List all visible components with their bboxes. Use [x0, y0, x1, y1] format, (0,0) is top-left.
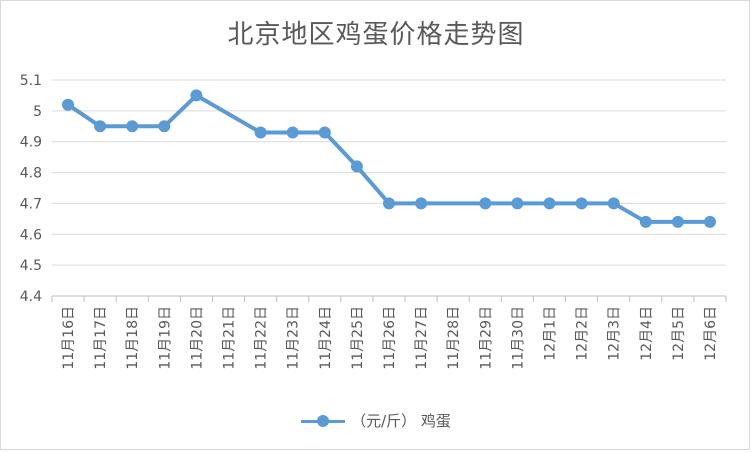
- data-point: [511, 197, 524, 210]
- x-tick-label: 11月21日: [222, 306, 238, 370]
- legend-marker-icon: [301, 414, 346, 427]
- data-point: [415, 197, 428, 210]
- data-point: [254, 126, 267, 139]
- x-tick-label: 11月19日: [157, 306, 173, 370]
- series-line-layer: [62, 89, 716, 228]
- x-tick-label: 11月22日: [254, 306, 270, 370]
- y-tick-label: 4.7: [20, 196, 42, 212]
- y-tick-label: 4.9: [20, 135, 42, 151]
- x-tick-label: 12月5日: [671, 306, 687, 361]
- x-tick-label: 11月20日: [189, 306, 205, 370]
- chart-title: 北京地区鸡蛋价格走势图: [227, 20, 525, 50]
- data-point: [62, 98, 74, 111]
- gridlines: [52, 79, 726, 266]
- y-axis-tick-labels: 4.4 4.5 4.6 4.7 4.8 4.9 5 5.1: [20, 73, 42, 305]
- x-tick-label: 11月30日: [510, 306, 526, 370]
- data-point: [671, 215, 684, 228]
- x-tick-label: 11月25日: [350, 306, 366, 370]
- legend-label: （元/斤） 鸡蛋: [351, 412, 451, 430]
- data-point: [126, 120, 139, 133]
- data-point: [575, 197, 588, 210]
- x-tick-label: 11月26日: [382, 306, 398, 370]
- data-point: [607, 197, 620, 210]
- data-point: [704, 215, 716, 228]
- data-point: [639, 215, 652, 228]
- data-point: [286, 126, 299, 139]
- x-axis: [51, 295, 727, 302]
- data-point: [318, 126, 331, 139]
- y-tick-label: 5: [33, 104, 42, 120]
- y-tick-label: 5.1: [20, 73, 42, 89]
- legend: （元/斤） 鸡蛋: [0, 410, 752, 431]
- x-tick-label: 12月6日: [703, 306, 719, 361]
- data-point: [158, 120, 171, 133]
- data-point: [94, 120, 107, 133]
- x-tick-label: 12月1日: [542, 306, 558, 361]
- x-tick-label: 11月24日: [318, 306, 334, 370]
- data-point: [479, 197, 492, 210]
- data-point: [350, 160, 363, 173]
- data-point: [543, 197, 556, 210]
- y-tick-label: 4.5: [20, 258, 42, 274]
- x-tick-label: 11月23日: [286, 306, 302, 370]
- x-axis-tick-labels: 11月16日 11月17日 11月18日 11月19日 11月20日 11月21日 11月2…: [61, 306, 719, 370]
- y-tick-label: 4.6: [20, 227, 42, 243]
- y-tick-label: 4.8: [20, 166, 42, 182]
- x-tick-label: 11月28日: [446, 306, 462, 370]
- x-tick-label: 11月27日: [414, 306, 430, 370]
- data-point: [383, 197, 395, 210]
- x-tick-label: 12月2日: [575, 306, 591, 361]
- x-tick-label: 11月29日: [478, 306, 494, 370]
- x-tick-label: 12月3日: [607, 306, 623, 361]
- data-point: [190, 89, 203, 102]
- x-tick-label: 12月4日: [639, 306, 655, 361]
- y-tick-label: 4.4: [20, 289, 42, 305]
- x-tick-label: 11月18日: [125, 306, 141, 370]
- x-tick-label: 11月16日: [61, 306, 77, 370]
- x-tick-label: 11月17日: [93, 306, 109, 370]
